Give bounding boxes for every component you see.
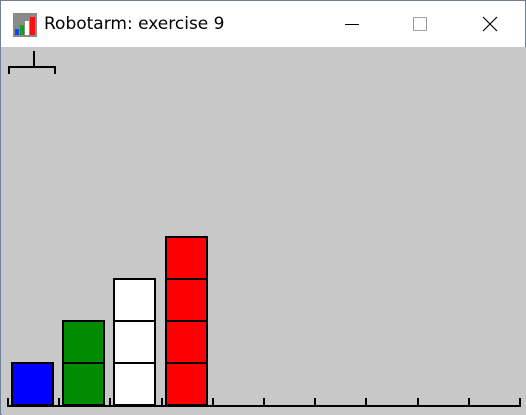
title-bar[interactable]: Robotarm: exercise 9 xyxy=(1,1,525,47)
floor-rail xyxy=(7,398,521,407)
red-block xyxy=(165,236,208,280)
robot-stage xyxy=(2,47,526,415)
minimize-icon xyxy=(345,24,359,25)
robotarm-app-icon xyxy=(13,13,37,37)
close-icon xyxy=(482,16,498,32)
maximize-button[interactable] xyxy=(397,1,443,47)
minimize-button[interactable] xyxy=(329,1,375,47)
window-title: Robotarm: exercise 9 xyxy=(44,14,225,34)
green-block xyxy=(62,320,105,364)
robot-arm xyxy=(8,51,56,74)
white-block xyxy=(113,278,156,322)
maximize-icon xyxy=(413,17,427,31)
red-block xyxy=(165,278,208,322)
close-button[interactable] xyxy=(467,1,513,47)
